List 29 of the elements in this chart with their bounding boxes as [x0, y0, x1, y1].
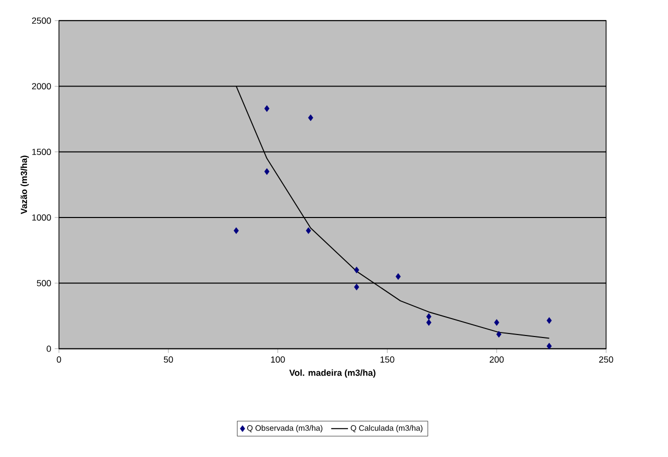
y-tick-label: 500 — [36, 280, 51, 286]
y-tick-label: 2500 — [32, 18, 51, 24]
point — [426, 319, 432, 326]
point — [494, 319, 500, 326]
point — [264, 168, 270, 176]
x-tick-label: 150 — [380, 356, 394, 363]
x-tick-label: 0 — [56, 356, 62, 363]
x-axis-title: Vol. madeira (m3/ha) — [289, 370, 376, 378]
point — [354, 266, 360, 274]
point — [496, 331, 502, 338]
x-tick-label: 100 — [271, 356, 285, 363]
point — [354, 284, 360, 290]
y-tick-label: 1000 — [32, 214, 51, 221]
point — [306, 227, 312, 234]
y-axis-title: Vazão (m3/ha) — [20, 156, 29, 214]
x-tick-label: 50 — [164, 356, 173, 363]
point — [234, 227, 239, 234]
y-tick-label: 1500 — [32, 148, 51, 156]
x-tick-label: 250 — [599, 356, 614, 363]
point — [264, 105, 270, 112]
point — [546, 317, 552, 324]
y-tick-label: 2000 — [32, 83, 51, 90]
point — [396, 273, 401, 280]
x-tick-label: 200 — [490, 356, 504, 363]
point — [546, 342, 552, 350]
point — [308, 114, 314, 122]
line-series — [236, 86, 550, 339]
point — [426, 313, 432, 320]
y-tick-label: 0 — [46, 346, 51, 352]
